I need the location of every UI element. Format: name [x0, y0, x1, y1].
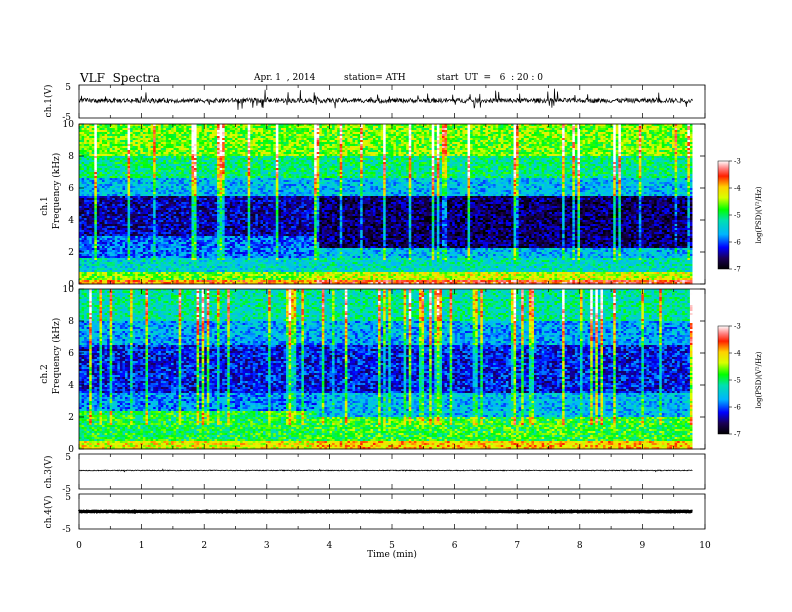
- ch1-ytick-top: 5: [65, 83, 71, 93]
- vlf-spectra-figure: VLF Spectra Apr. 1 , 2014 station= ATH s…: [0, 0, 792, 612]
- figure-canvas: 5 -5 ch.1(V) 0246810 ch.1 Frequency (kHz…: [0, 0, 792, 612]
- ch1-panel: 5 -5 ch.1(V): [43, 83, 705, 123]
- ch1-ylabel: ch.1(V): [43, 85, 54, 118]
- ch1-trace: [79, 89, 692, 110]
- ch1-spectrogram: [79, 124, 705, 284]
